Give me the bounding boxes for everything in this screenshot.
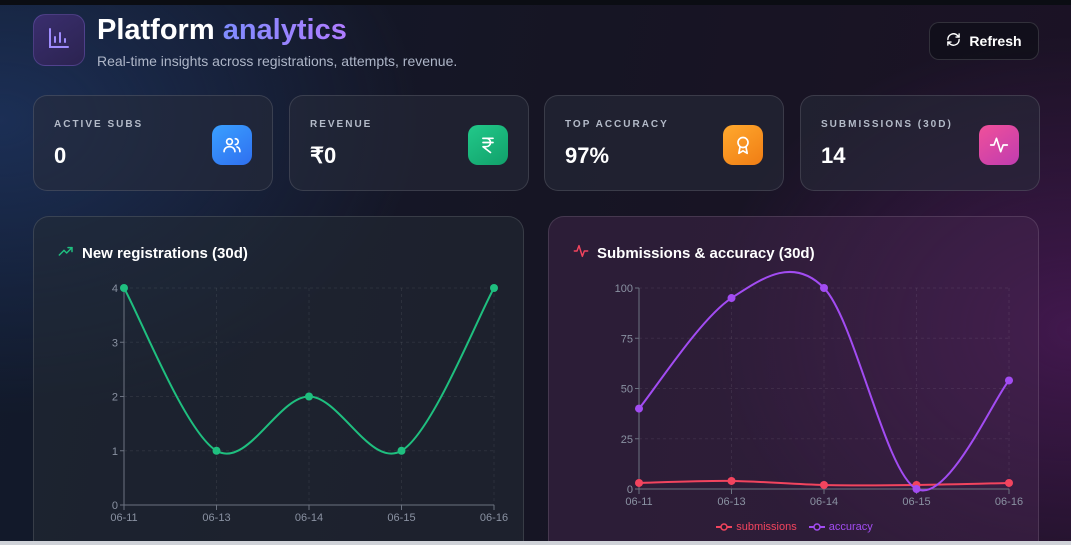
y-tick-label: 0 xyxy=(112,500,118,512)
stat-label: SUBMISSIONS (30D) xyxy=(821,119,953,130)
refresh-label: Refresh xyxy=(969,33,1022,49)
stat-label: TOP ACCURACY xyxy=(565,119,669,130)
y-tick-label: 1 xyxy=(112,446,118,458)
data-point xyxy=(820,480,828,489)
trending-up-icon xyxy=(58,243,74,264)
data-point xyxy=(635,404,643,413)
y-tick-label: 4 xyxy=(112,283,118,295)
legend-item-submissions[interactable]: submissions xyxy=(716,521,797,533)
stat-value: 14 xyxy=(821,143,846,168)
y-tick-label: 75 xyxy=(621,333,633,345)
logo xyxy=(33,14,85,66)
stat-card-submissions: SUBMISSIONS (30D) 14 xyxy=(800,95,1040,191)
data-point xyxy=(727,476,736,485)
x-tick-label: 06-14 xyxy=(295,512,323,524)
stat-label: REVENUE xyxy=(310,119,373,130)
users-icon xyxy=(212,125,252,165)
stat-value: 0 xyxy=(54,143,67,168)
x-tick-label: 06-13 xyxy=(717,496,745,508)
registrations-chart: 0 1 2 3 4 06-11 06-13 06-14 06-15 06-16 xyxy=(110,283,508,524)
stat-label: ACTIVE SUBS xyxy=(54,119,144,130)
activity-icon xyxy=(979,125,1019,165)
stat-card-active-subs: ACTIVE SUBS 0 xyxy=(33,95,273,191)
stat-card-revenue: REVENUE ₹0 xyxy=(289,95,529,191)
stat-value: 97% xyxy=(565,143,610,168)
x-tick-label: 06-16 xyxy=(995,496,1023,508)
submissions-panel-header: Submissions & accuracy (30d) xyxy=(573,243,815,264)
data-point xyxy=(120,284,128,292)
page-header: Platform analytics Real-time insights ac… xyxy=(33,14,1039,74)
submissions-panel: Submissions & accuracy (30d) 0 25 50 75 100 0… xyxy=(548,216,1039,545)
x-tick-label: 06-11 xyxy=(625,496,652,508)
legend-label: submissions xyxy=(736,521,797,533)
x-tick-label: 06-14 xyxy=(810,496,838,508)
data-point xyxy=(305,392,313,401)
y-tick-label: 0 xyxy=(627,484,633,496)
data-point xyxy=(820,284,828,292)
page-title: Platform analytics xyxy=(97,14,347,47)
y-tick-label: 50 xyxy=(621,384,633,396)
page-title-accent: analytics xyxy=(222,14,347,46)
data-point xyxy=(490,284,498,292)
y-tick-label: 100 xyxy=(615,283,633,295)
data-point xyxy=(1005,478,1013,487)
stat-value: ₹0 xyxy=(310,143,337,168)
x-tick-label: 06-15 xyxy=(387,512,415,524)
refresh-button[interactable]: Refresh xyxy=(929,22,1039,60)
submissions-chart: 0 25 50 75 100 06-11 06-13 06-14 06-15 06-16 xyxy=(615,270,1023,508)
registrations-chart-title: New registrations (30d) xyxy=(82,245,248,262)
stats-row: ACTIVE SUBS 0 REVENUE ₹0 TOP ACCURACY 97… xyxy=(33,95,1040,191)
y-tick-label: 2 xyxy=(112,392,118,404)
registrations-panel: New registrations (30d) 0 1 2 3 4 06-11 06-13 0… xyxy=(33,216,524,545)
bottom-edge xyxy=(0,541,1071,545)
page-title-main: Platform xyxy=(97,14,215,46)
data-point xyxy=(727,294,736,303)
submissions-chart-title: Submissions & accuracy (30d) xyxy=(597,245,815,262)
award-icon xyxy=(723,125,763,165)
x-tick-label: 06-13 xyxy=(202,512,230,524)
stat-card-top-accuracy: TOP ACCURACY 97% xyxy=(544,95,784,191)
data-point xyxy=(635,478,643,487)
y-tick-label: 25 xyxy=(621,434,633,446)
refresh-icon xyxy=(946,32,961,50)
data-point xyxy=(212,446,221,455)
top-edge xyxy=(0,0,1071,5)
activity-icon xyxy=(573,243,589,264)
data-point xyxy=(1005,376,1013,385)
y-tick-label: 3 xyxy=(112,337,118,349)
x-tick-label: 06-11 xyxy=(110,512,137,524)
x-tick-label: 06-15 xyxy=(902,496,930,508)
rupee-icon xyxy=(468,125,508,165)
page-subtitle: Real-time insights across registrations,… xyxy=(97,53,458,69)
data-point xyxy=(912,485,921,493)
data-point xyxy=(397,446,406,455)
legend-item-accuracy[interactable]: accuracy xyxy=(808,521,873,533)
registrations-panel-header: New registrations (30d) xyxy=(58,243,248,264)
x-tick-label: 06-16 xyxy=(480,512,508,524)
series-line-accuracy xyxy=(638,270,1010,492)
legend-label: accuracy xyxy=(828,521,873,533)
chart-legend: submissions accuracy xyxy=(549,521,1040,533)
bar-chart-icon xyxy=(47,26,71,55)
